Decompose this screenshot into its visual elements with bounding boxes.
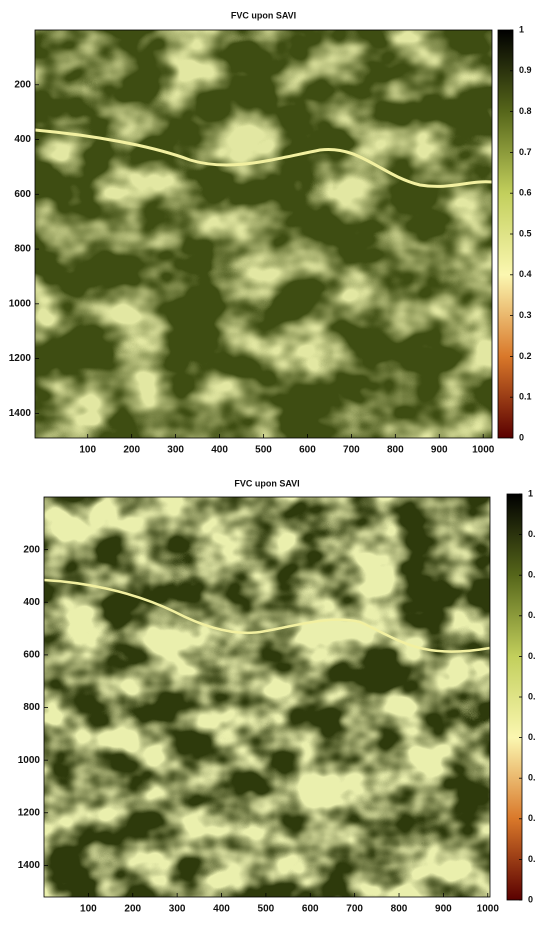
chart-title: FVC upon SAVI [231, 10, 296, 20]
colorbar-tick-label: 0. [528, 651, 536, 661]
colorbar-tick-label: 0. [528, 691, 536, 701]
image-panel [35, 30, 492, 438]
x-tick-label: 900 [435, 904, 452, 915]
colorbar-tick-label: 0. [528, 773, 536, 783]
y-tick-label: 400 [14, 134, 31, 145]
x-tick-label: 1000 [472, 445, 495, 456]
x-tick-label: 200 [124, 904, 141, 915]
x-tick-label: 1000 [477, 904, 500, 915]
chart-title: FVC upon SAVI [234, 478, 299, 488]
y-tick-label: 1200 [9, 353, 32, 364]
colorbar-tick-label: 0. [528, 732, 536, 742]
y-tick-label: 400 [23, 597, 40, 608]
y-tick-label: 1000 [18, 755, 41, 766]
x-tick-label: 500 [255, 445, 272, 456]
x-tick-label: 300 [167, 445, 184, 456]
colorbar-tick-label: 0. [528, 570, 536, 580]
colorbar-tick-label: 0.5 [519, 228, 532, 238]
image-panel [44, 497, 490, 897]
y-tick-label: 200 [23, 544, 40, 555]
x-tick-label: 600 [299, 445, 316, 456]
y-tick-label: 1200 [18, 807, 41, 818]
x-tick-label: 300 [169, 904, 186, 915]
x-tick-label: 700 [343, 445, 360, 456]
colorbar-tick-label: 0 [528, 894, 533, 904]
colorbar-tick-label: 0.3 [519, 310, 532, 320]
colorbar-tick-label: 0. [528, 610, 536, 620]
x-tick-label: 400 [211, 445, 228, 456]
colorbar-tick-label: 0.7 [519, 147, 532, 157]
y-tick-label: 1400 [9, 408, 32, 419]
x-tick-label: 200 [123, 445, 140, 456]
y-tick-label: 1000 [9, 298, 32, 309]
x-tick-label: 800 [391, 904, 408, 915]
y-tick-label: 600 [23, 650, 40, 661]
x-tick-label: 700 [346, 904, 363, 915]
y-tick-label: 200 [14, 79, 31, 90]
colorbar-tick-label: 0.4 [519, 269, 532, 279]
colorbar-tick-label: 0.6 [519, 188, 532, 198]
x-tick-label: 400 [213, 904, 230, 915]
colorbar-tick-label: 1 [519, 24, 524, 34]
x-tick-label: 900 [431, 445, 448, 456]
x-tick-label: 600 [302, 904, 319, 915]
y-tick-label: 600 [14, 189, 31, 200]
colorbar-tick-label: 0.1 [519, 392, 532, 402]
y-tick-label: 800 [23, 702, 40, 713]
colorbar-tick-label: 0.9 [519, 65, 532, 75]
colorbar-tick-label: 0.2 [519, 351, 532, 361]
y-tick-label: 800 [14, 244, 31, 255]
figure: FVC upon SAVI100200300400500600700800900… [0, 0, 542, 921]
colorbar-tick-label: 0. [528, 529, 536, 539]
colorbar-tick-label: 0 [519, 432, 524, 442]
colorbar-tick-label: 1 [528, 488, 533, 498]
x-tick-label: 100 [80, 904, 97, 915]
x-tick-label: 500 [258, 904, 275, 915]
colorbar-tick-label: 0.8 [519, 106, 532, 116]
x-tick-label: 800 [387, 445, 404, 456]
colorbar-tick-label: 0. [528, 813, 536, 823]
x-tick-label: 100 [79, 445, 96, 456]
colorbar-tick-label: 0. [528, 854, 536, 864]
y-tick-label: 1400 [18, 860, 41, 871]
